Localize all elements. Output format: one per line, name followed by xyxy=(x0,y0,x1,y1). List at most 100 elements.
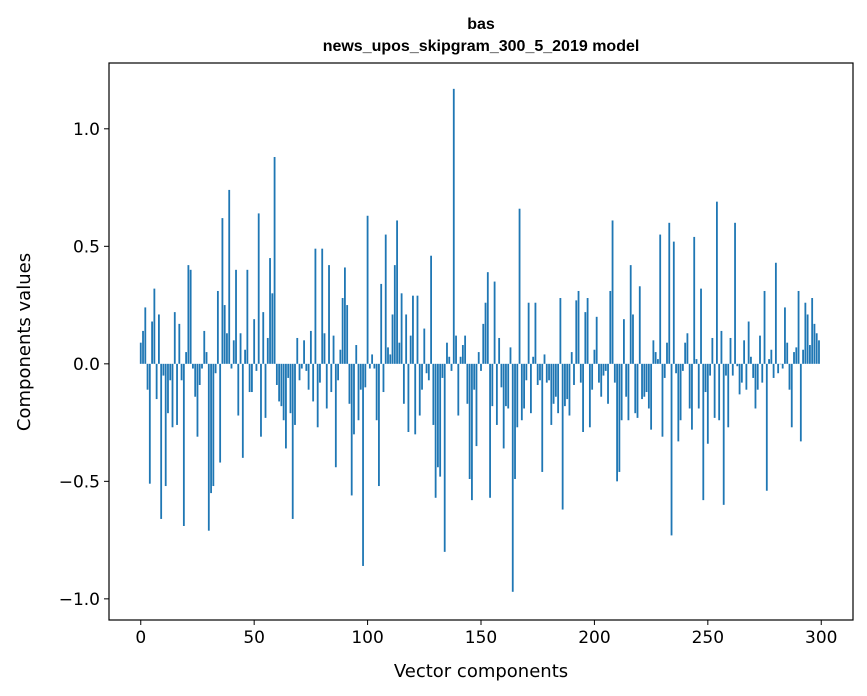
bar xyxy=(595,316,598,364)
bar xyxy=(788,363,791,390)
bar xyxy=(790,363,793,428)
bar xyxy=(582,363,584,432)
bar xyxy=(706,363,709,444)
bar xyxy=(344,267,346,364)
bar-series xyxy=(139,88,820,592)
x-tick-label: 300 xyxy=(805,628,837,648)
plot-area xyxy=(109,63,853,620)
bar xyxy=(280,363,283,407)
bar xyxy=(568,363,571,416)
bar xyxy=(237,363,240,416)
bar xyxy=(226,333,228,364)
bar xyxy=(466,363,469,404)
bar xyxy=(162,363,165,376)
bar xyxy=(339,349,342,364)
bar xyxy=(675,363,677,374)
y-tick-label: 0.0 xyxy=(73,355,100,375)
bar xyxy=(323,333,326,364)
bar xyxy=(641,363,643,400)
bar xyxy=(167,363,169,414)
bar xyxy=(251,363,253,393)
bar xyxy=(502,363,505,449)
bar xyxy=(201,363,203,369)
bar xyxy=(477,352,480,364)
x-axis-ticks: 0 50 100 150 200 250 300 xyxy=(135,620,837,648)
bar xyxy=(443,363,446,552)
bar xyxy=(158,314,160,364)
bar xyxy=(355,345,358,364)
bar xyxy=(495,363,498,425)
bar xyxy=(393,265,396,364)
bar xyxy=(666,342,668,364)
bar xyxy=(620,363,623,421)
bar xyxy=(434,363,437,498)
bar xyxy=(536,363,539,385)
bar xyxy=(575,300,578,364)
bar xyxy=(414,363,417,435)
bar xyxy=(300,363,303,369)
bar xyxy=(577,290,580,364)
bar xyxy=(493,281,496,364)
bar xyxy=(334,363,337,468)
bar xyxy=(645,363,648,393)
bar xyxy=(761,363,764,383)
bar xyxy=(378,363,380,487)
bar xyxy=(398,342,401,364)
bar xyxy=(731,363,734,376)
bar xyxy=(262,312,265,364)
y-tick-label: −1.0 xyxy=(59,590,100,610)
bar xyxy=(759,335,761,364)
bar xyxy=(509,347,512,364)
bar xyxy=(747,321,750,364)
bar xyxy=(654,352,657,364)
bar xyxy=(455,335,457,364)
bar xyxy=(189,269,192,364)
bar xyxy=(375,363,378,421)
bar xyxy=(452,88,455,364)
bar xyxy=(380,283,383,364)
y-axis-ticks: −1.0 −0.5 0.0 0.5 1.0 xyxy=(59,120,109,610)
bar xyxy=(459,356,462,364)
bar xyxy=(457,363,460,416)
bar xyxy=(409,335,412,364)
bar xyxy=(171,363,174,428)
bar xyxy=(212,363,215,487)
bar xyxy=(611,220,614,364)
bar xyxy=(799,363,802,442)
bar xyxy=(623,319,625,364)
bar xyxy=(663,363,666,378)
bar xyxy=(418,363,421,416)
bar xyxy=(298,363,301,381)
bar xyxy=(400,293,403,364)
bar xyxy=(484,302,487,364)
bar xyxy=(720,330,723,364)
bar xyxy=(350,363,353,496)
bar xyxy=(416,295,419,364)
bar xyxy=(275,363,278,385)
bar xyxy=(602,363,605,376)
bar xyxy=(164,363,167,487)
bar xyxy=(770,349,773,364)
bar xyxy=(711,337,714,364)
bar xyxy=(257,213,260,364)
bar xyxy=(214,363,217,374)
bar xyxy=(541,363,544,472)
bar xyxy=(729,337,732,364)
chart-subtitle: news_upos_skipgram_300_5_2019 model xyxy=(323,38,640,55)
bar xyxy=(448,356,451,364)
bar xyxy=(294,363,296,425)
bar xyxy=(634,363,637,414)
bar xyxy=(505,363,507,407)
bar xyxy=(285,363,287,449)
bar xyxy=(230,363,233,369)
bar xyxy=(657,359,659,364)
bar xyxy=(815,333,818,364)
bar xyxy=(722,363,725,505)
bar xyxy=(348,363,351,404)
bar xyxy=(425,363,428,374)
bar xyxy=(804,302,807,364)
bar xyxy=(600,363,603,397)
bar xyxy=(586,298,589,364)
bar xyxy=(813,323,816,364)
